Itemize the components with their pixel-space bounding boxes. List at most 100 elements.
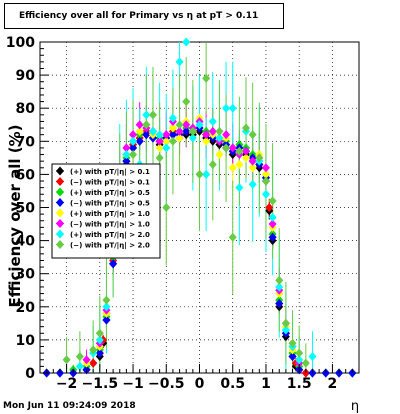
data-point xyxy=(215,150,224,160)
data-point xyxy=(182,37,191,47)
data-point xyxy=(255,153,264,163)
y-tick-label: 10 xyxy=(16,333,36,349)
data-point xyxy=(222,130,231,140)
y-tick-label: 70 xyxy=(16,134,36,150)
legend-label: (−) with pT/|η| > 0.5 xyxy=(70,200,150,209)
data-point xyxy=(62,355,71,365)
data-point xyxy=(202,73,211,83)
legend-label: (−) with pT/|η| > 0.1 xyxy=(70,179,150,188)
data-point xyxy=(261,163,270,173)
data-point xyxy=(129,150,138,160)
chart-title: Efficiency over all for Primary vs η at … xyxy=(19,11,259,21)
x-axis-label: η xyxy=(351,399,359,414)
data-point xyxy=(195,169,204,179)
x-tick-label: 1.5 xyxy=(287,376,312,392)
data-point xyxy=(195,120,204,130)
data-point xyxy=(175,57,184,67)
data-point xyxy=(175,133,184,143)
y-tick-label: 30 xyxy=(16,267,36,283)
legend: (+) with pT/|η| > 0.1 (−) with pT/|η| > 0… xyxy=(51,163,161,259)
data-point xyxy=(175,126,184,136)
data-point xyxy=(242,153,251,163)
data-point xyxy=(102,295,111,305)
data-point xyxy=(208,126,217,136)
y-tick-label: 80 xyxy=(16,101,36,117)
x-tick-label: −2 xyxy=(56,376,77,392)
data-point xyxy=(228,143,237,153)
data-point xyxy=(182,120,191,130)
data-point xyxy=(129,136,138,146)
data-point xyxy=(142,110,151,120)
data-point xyxy=(248,179,257,189)
legend-label: (−) with pT/|η| > 1.0 xyxy=(70,221,150,230)
legend-label: (−) with pT/|η| > 2.0 xyxy=(70,242,150,251)
legend-marker xyxy=(56,208,64,218)
data-point xyxy=(142,120,151,130)
data-point xyxy=(162,136,171,146)
data-point xyxy=(208,159,217,169)
data-point xyxy=(215,133,224,143)
x-tick-label: −1 xyxy=(122,376,143,392)
legend-box xyxy=(51,163,161,259)
data-point xyxy=(95,348,104,358)
legend-marker xyxy=(56,187,64,197)
data-point xyxy=(248,163,257,173)
data-point xyxy=(89,345,98,355)
data-point xyxy=(182,97,191,107)
data-point xyxy=(275,275,284,285)
data-point xyxy=(248,130,257,140)
data-point xyxy=(122,150,131,160)
data-point xyxy=(122,143,131,153)
data-point xyxy=(268,219,277,229)
data-point xyxy=(148,110,157,120)
data-point xyxy=(162,143,171,153)
legend-label: (+) with pT/|η| > 2.0 xyxy=(70,231,150,240)
data-point xyxy=(215,126,224,136)
data-point xyxy=(235,146,244,156)
x-tick-label: 2 xyxy=(328,376,338,392)
data-point xyxy=(95,335,104,345)
data-point xyxy=(135,126,144,136)
data-point xyxy=(242,123,251,133)
x-tick-label: 1 xyxy=(261,376,271,392)
data-point xyxy=(102,315,111,325)
data-point xyxy=(188,126,197,136)
y-tick-label: 0 xyxy=(25,366,35,382)
data-point xyxy=(295,348,304,358)
data-point xyxy=(265,203,274,212)
data-point xyxy=(155,143,164,153)
data-point xyxy=(261,189,270,199)
data-point xyxy=(275,282,284,292)
data-point xyxy=(222,103,231,113)
data-point xyxy=(248,156,257,166)
y-tick-label: 20 xyxy=(16,300,36,316)
data-point xyxy=(135,136,144,146)
data-point xyxy=(228,163,237,173)
data-point xyxy=(268,232,277,242)
data-point xyxy=(235,183,244,193)
y-tick-label: 40 xyxy=(16,234,36,250)
y-tick-label: 60 xyxy=(16,167,36,183)
data-point xyxy=(148,126,157,136)
data-point xyxy=(135,120,144,130)
legend-marker xyxy=(56,177,64,186)
data-point xyxy=(268,212,277,222)
data-point xyxy=(129,143,138,153)
data-point xyxy=(175,120,184,130)
data-point xyxy=(95,328,104,338)
data-point xyxy=(268,196,277,206)
data-point xyxy=(188,133,197,143)
data-point xyxy=(308,351,317,361)
legend-marker xyxy=(56,198,64,207)
data-point xyxy=(261,169,270,179)
data-point xyxy=(162,130,171,140)
data-point xyxy=(281,325,290,335)
legend-label: (+) with pT/|η| > 1.0 xyxy=(70,210,150,219)
x-tick-label: 0 xyxy=(195,376,205,392)
data-point xyxy=(109,259,118,269)
data-point xyxy=(202,130,211,140)
data-point xyxy=(228,232,237,242)
data-point xyxy=(168,136,177,146)
data-point xyxy=(222,143,231,153)
y-tick-label: 50 xyxy=(16,201,36,217)
